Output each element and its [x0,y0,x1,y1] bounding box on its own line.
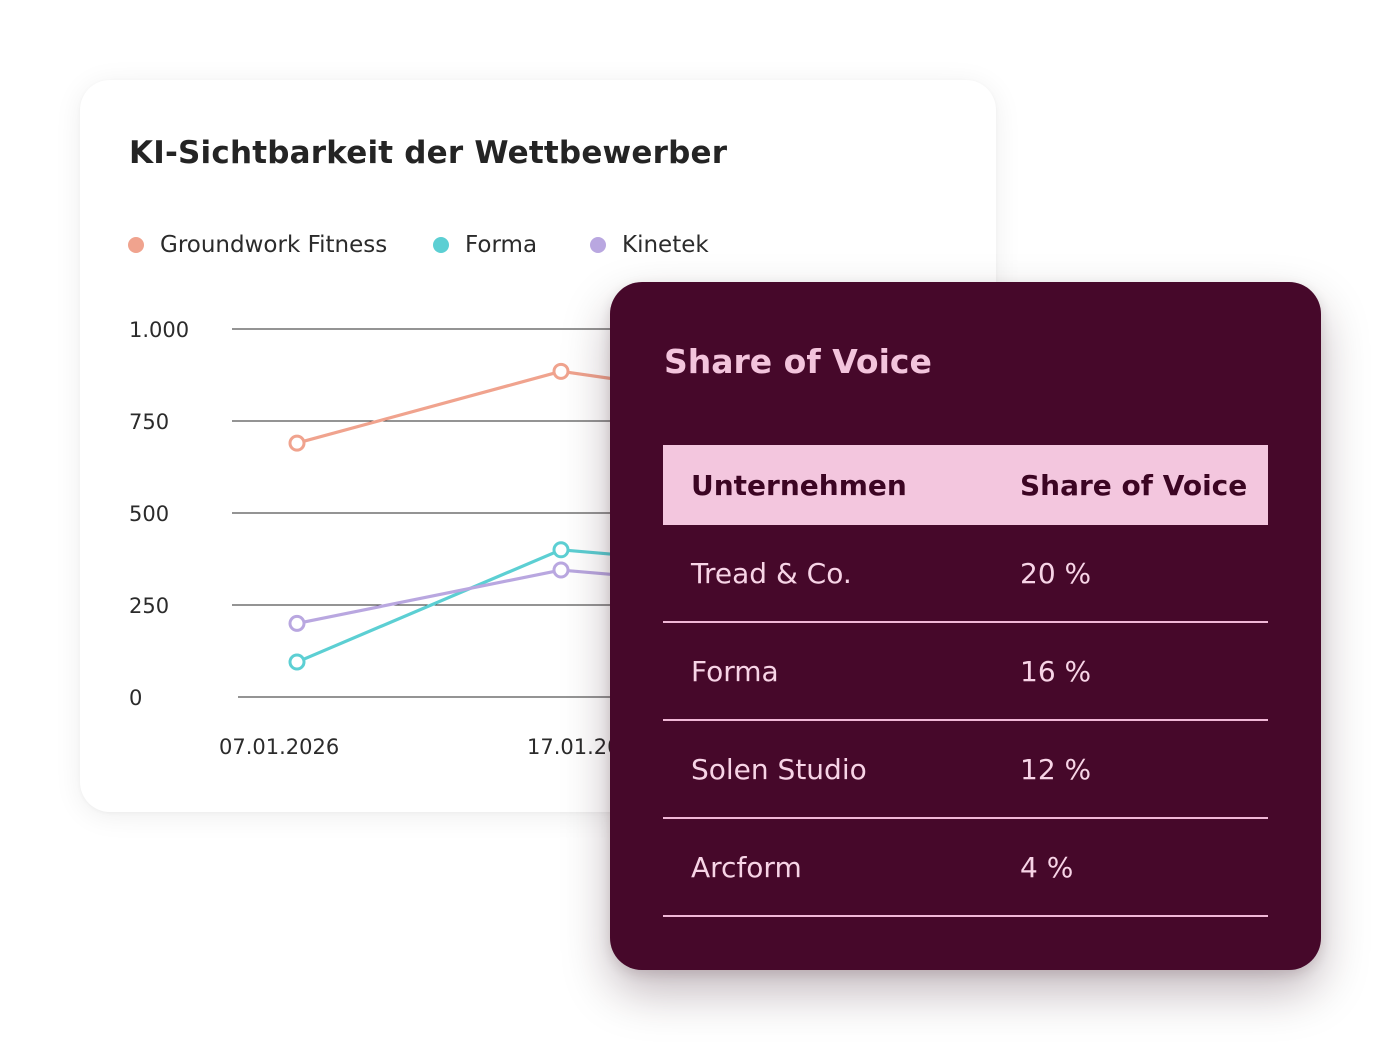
data-point [552,561,570,579]
y-tick-label: 0 [129,686,142,710]
table-row: Solen Studio 12 % [663,721,1268,819]
company-cell: Solen Studio [691,753,867,786]
series-line [295,369,627,445]
legend-item-groundwork-fitness[interactable]: Groundwork Fitness [128,232,387,258]
table-row: Arcform 4 % [663,819,1268,917]
series-line [295,548,627,664]
series-line [295,568,627,625]
x-tick-label: 07.01.2026 [219,735,339,759]
company-cell: Arcform [691,851,802,884]
sov-title: Share of Voice [664,342,932,381]
data-point [288,434,306,452]
chart-title: KI-Sichtbarkeit der Wettbewerber [129,135,728,171]
share-cell: 16 % [1020,655,1092,688]
y-tick-label: 250 [129,594,169,618]
y-tick-label: 750 [129,410,169,434]
share-cell: 20 % [1020,557,1092,590]
legend-item-kinetek[interactable]: Kinetek [590,232,709,258]
legend-label: Groundwork Fitness [160,232,388,258]
y-tick-label: 500 [129,502,169,526]
table-header: Unternehmen Share of Voice [663,445,1268,525]
legend-dot-icon [128,237,144,253]
legend-dot-icon [433,237,449,253]
company-cell: Forma [691,655,779,688]
y-tick-label: 1.000 [129,318,189,342]
share-cell: 4 % [1020,851,1074,884]
legend-label: Forma [465,232,538,258]
legend-label: Kinetek [622,232,709,258]
legend-dot-icon [590,237,606,253]
share-cell: 12 % [1020,753,1092,786]
column-header-share[interactable]: Share of Voice [1020,469,1248,502]
line-chart: 0 250 500 750 1.000 07.01.2026 17.01.20 [129,318,640,759]
legend-item-forma[interactable]: Forma [433,232,537,258]
x-tick-label: 17.01.20 [527,735,621,759]
company-cell: Tread & Co. [691,557,852,590]
data-point [552,362,570,380]
data-point [552,541,570,559]
column-header-company[interactable]: Unternehmen [691,469,907,502]
data-point [288,653,306,671]
share-of-voice-card: Share of Voice Unternehmen Share of Voic… [610,282,1321,970]
table-row: Tread & Co. 20 % [663,525,1268,623]
sov-table: Unternehmen Share of Voice Tread & Co. 2… [663,445,1268,917]
table-row: Forma 16 % [663,623,1268,721]
data-point [288,614,306,632]
